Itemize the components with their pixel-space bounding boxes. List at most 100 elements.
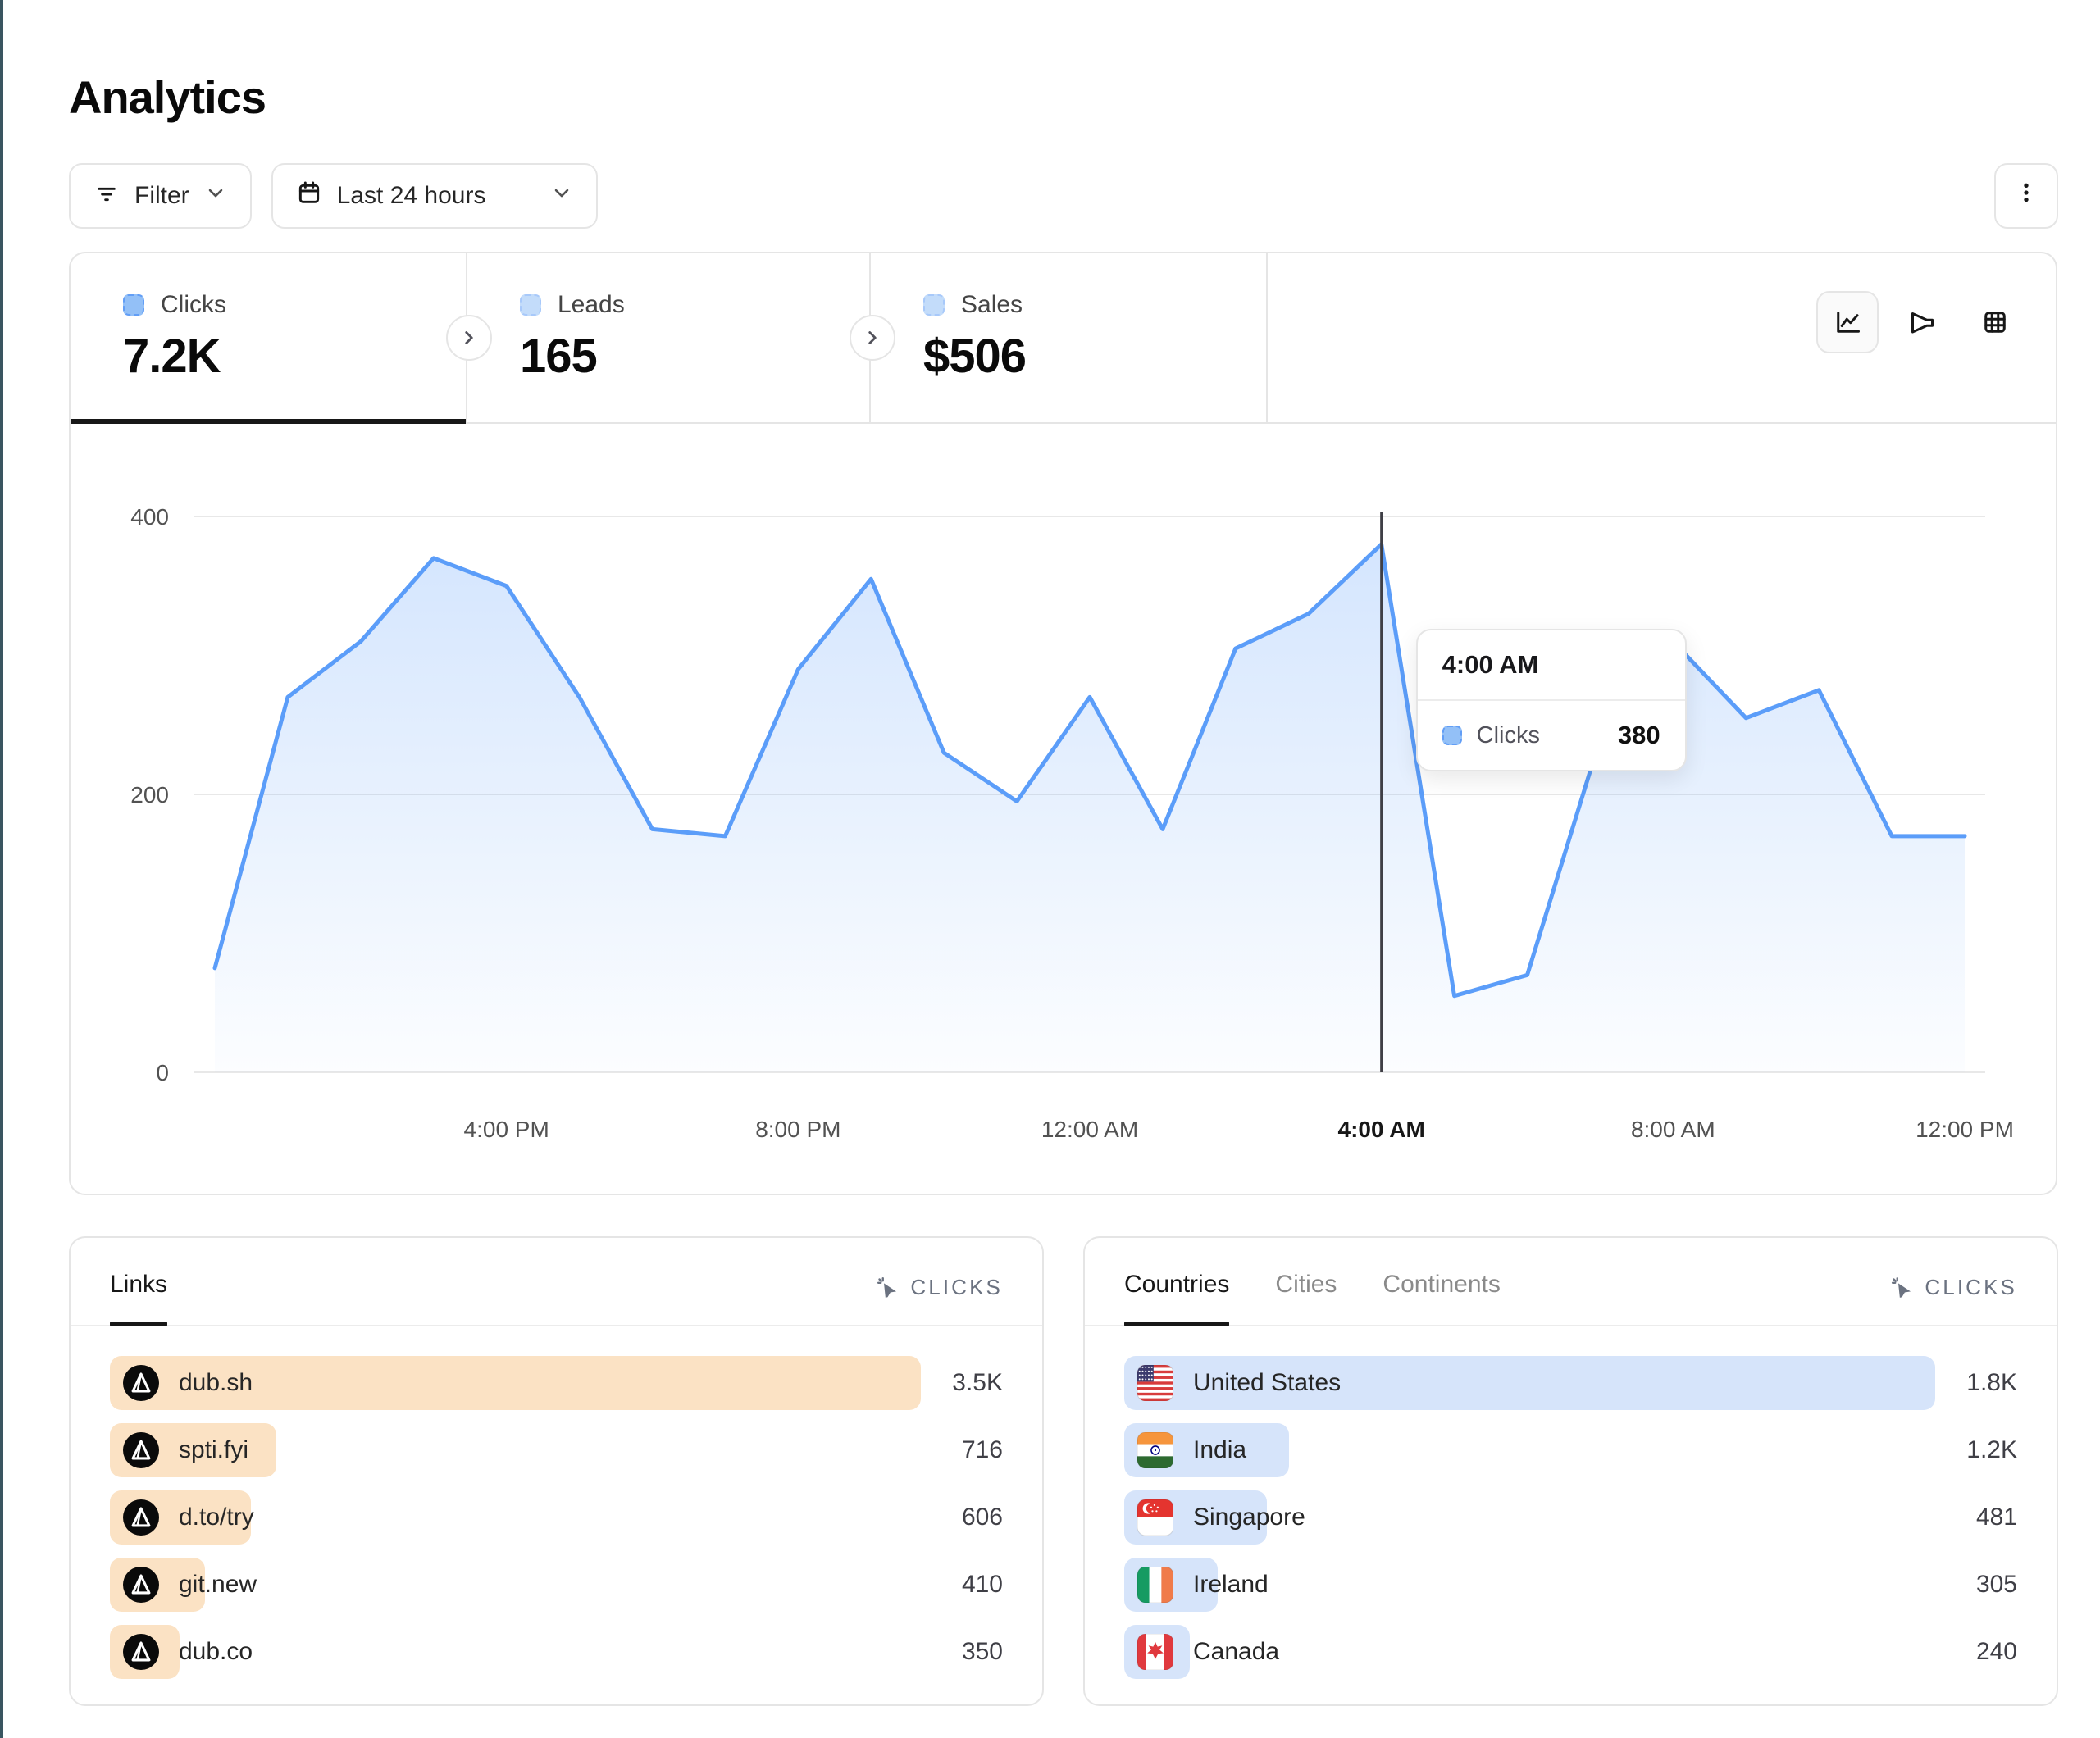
- ireland-flag-icon: [1137, 1567, 1173, 1603]
- country-row-track: India: [1124, 1423, 1935, 1477]
- link-row-label: spti.fyi: [179, 1436, 249, 1463]
- sales-legend-chip: [923, 294, 945, 316]
- link-row-label: d.to/try: [179, 1504, 254, 1531]
- link-row-content: git.new: [123, 1558, 257, 1612]
- x-axis-tick: 8:00 PM: [755, 1117, 840, 1142]
- x-axis-tick: 8:00 AM: [1631, 1117, 1715, 1142]
- link-row[interactable]: d.to/try 606: [110, 1490, 1003, 1545]
- link-row[interactable]: git.new 410: [110, 1558, 1003, 1612]
- canada-flag-icon: [1137, 1634, 1173, 1670]
- leads-tab-label: Leads: [558, 291, 625, 318]
- country-row-content: India: [1137, 1423, 1246, 1477]
- link-row-label: git.new: [179, 1571, 257, 1598]
- country-row-label: Canada: [1193, 1638, 1280, 1665]
- countries-list: United States 1.8K India 1.2K Singapore: [1085, 1326, 2057, 1679]
- cursor-rays-icon: [1892, 1276, 1911, 1298]
- tab-leads[interactable]: Leads 165: [467, 253, 871, 422]
- link-row-track: d.to/try: [110, 1490, 921, 1545]
- toolbar: Filter Last 24 hours: [69, 163, 2058, 229]
- chevron-right-icon: [868, 331, 877, 344]
- country-row-content: Canada: [1137, 1625, 1279, 1679]
- x-axis-tick: 12:00 PM: [1916, 1117, 2014, 1142]
- link-row[interactable]: dub.co 350: [110, 1625, 1003, 1679]
- stat-tabs: Clicks 7.2K Leads 165 Sales $506: [71, 253, 2056, 424]
- india-flag-icon: [1137, 1432, 1173, 1468]
- singapore-flag-icon: [1137, 1499, 1173, 1536]
- sales-tab-label: Sales: [961, 291, 1023, 318]
- y-axis-tick: 200: [130, 782, 169, 808]
- country-row-label: United States: [1193, 1369, 1342, 1396]
- line-chart-view-button[interactable]: [1816, 291, 1879, 353]
- country-row-content: United States: [1137, 1356, 1341, 1410]
- tab-clicks[interactable]: Clicks 7.2K: [71, 253, 467, 424]
- link-row-label: dub.sh: [179, 1369, 253, 1396]
- link-row-bar: [110, 1356, 921, 1410]
- links-metric-toggle[interactable]: CLICKS: [876, 1275, 1003, 1325]
- country-row[interactable]: India 1.2K: [1124, 1423, 2017, 1477]
- link-row[interactable]: spti.fyi 716: [110, 1423, 1003, 1477]
- chart-view-switcher: [1816, 291, 2026, 353]
- clicks-value: 7.2K: [123, 330, 221, 383]
- x-axis-tick: 12:00 AM: [1041, 1117, 1138, 1142]
- country-row[interactable]: United States 1.8K: [1124, 1356, 2017, 1410]
- funnel-view-button[interactable]: [1890, 291, 1952, 353]
- link-row-content: spti.fyi: [123, 1423, 248, 1477]
- countries-metric-toggle[interactable]: CLICKS: [1890, 1275, 2017, 1325]
- dub-logo-icon: [123, 1499, 159, 1536]
- dub-logo-icon: [123, 1432, 159, 1468]
- expand-sales-button[interactable]: [850, 315, 895, 361]
- tab-countries[interactable]: Countries: [1124, 1271, 1230, 1326]
- country-row-value: 1.8K: [1966, 1369, 2017, 1396]
- funnel-chart-icon: [1911, 312, 1934, 334]
- links-list: dub.sh 3.5K spti.fyi 716 d.to/try 606: [71, 1326, 1042, 1679]
- filter-button-label: Filter: [134, 182, 189, 209]
- link-row-value: 410: [961, 1571, 1003, 1598]
- link-row-track: dub.co: [110, 1625, 921, 1679]
- country-row-value: 1.2K: [1966, 1436, 2017, 1463]
- tab-links[interactable]: Links: [110, 1271, 168, 1326]
- country-row-label: Singapore: [1193, 1504, 1305, 1531]
- country-row-value: 240: [1975, 1638, 2017, 1665]
- tab-cities[interactable]: Cities: [1275, 1271, 1337, 1298]
- country-row[interactable]: Ireland 305: [1124, 1558, 2017, 1612]
- link-row-value: 3.5K: [952, 1369, 1003, 1396]
- link-row-track: dub.sh: [110, 1356, 921, 1410]
- link-row[interactable]: dub.sh 3.5K: [110, 1356, 1003, 1410]
- clicks-chart[interactable]: 0 200 400 4:00 PM 8:00 PM 12:00 AM 4:00 AM 8:00…: [71, 424, 2056, 1194]
- links-panel: Links CLICKS dub.sh 3.5K spti.fyi: [69, 1236, 1044, 1706]
- country-row-track: Ireland: [1124, 1558, 1935, 1612]
- links-panel-header: Links CLICKS: [71, 1238, 1042, 1326]
- country-row[interactable]: Singapore 481: [1124, 1490, 2017, 1545]
- clicks-tab-label: Clicks: [161, 291, 226, 318]
- more-options-button[interactable]: [1994, 163, 2058, 229]
- chart-tooltip: 4:00 AM Clicks 380: [1415, 629, 1687, 771]
- x-axis-tick: 4:00 PM: [464, 1117, 549, 1142]
- link-row-value: 606: [961, 1504, 1003, 1531]
- tooltip-time: 4:00 AM: [1417, 630, 1685, 701]
- link-row-content: d.to/try: [123, 1490, 254, 1545]
- country-row[interactable]: Canada 240: [1124, 1625, 2017, 1679]
- dub-logo-icon: [123, 1567, 159, 1603]
- table-grid-icon: [1984, 312, 2006, 333]
- countries-panel-header: Countries Cities Continents CLICKS: [1085, 1238, 2057, 1326]
- x-axis-tick: 4:00 AM: [1338, 1117, 1425, 1142]
- filter-button[interactable]: Filter: [69, 163, 252, 229]
- date-range-button[interactable]: Last 24 hours: [271, 163, 598, 229]
- country-row-bar: [1124, 1356, 1935, 1410]
- tab-continents[interactable]: Continents: [1383, 1271, 1501, 1298]
- dub-logo-icon: [123, 1365, 159, 1401]
- table-view-button[interactable]: [1964, 291, 2026, 353]
- dub-logo-icon: [123, 1634, 159, 1670]
- leads-value: 165: [520, 330, 598, 383]
- country-row-label: India: [1193, 1436, 1247, 1463]
- expand-leads-button[interactable]: [446, 315, 492, 361]
- tab-sales[interactable]: Sales $506: [871, 253, 1268, 422]
- clicks-legend-chip: [123, 294, 144, 316]
- link-row-track: spti.fyi: [110, 1423, 921, 1477]
- link-row-track: git.new: [110, 1558, 921, 1612]
- calendar-icon: [296, 180, 322, 212]
- country-row-value: 305: [1975, 1571, 2017, 1598]
- link-row-content: dub.co: [123, 1625, 253, 1679]
- cursor-rays-icon: [877, 1276, 897, 1298]
- page-title: Analytics: [69, 71, 266, 123]
